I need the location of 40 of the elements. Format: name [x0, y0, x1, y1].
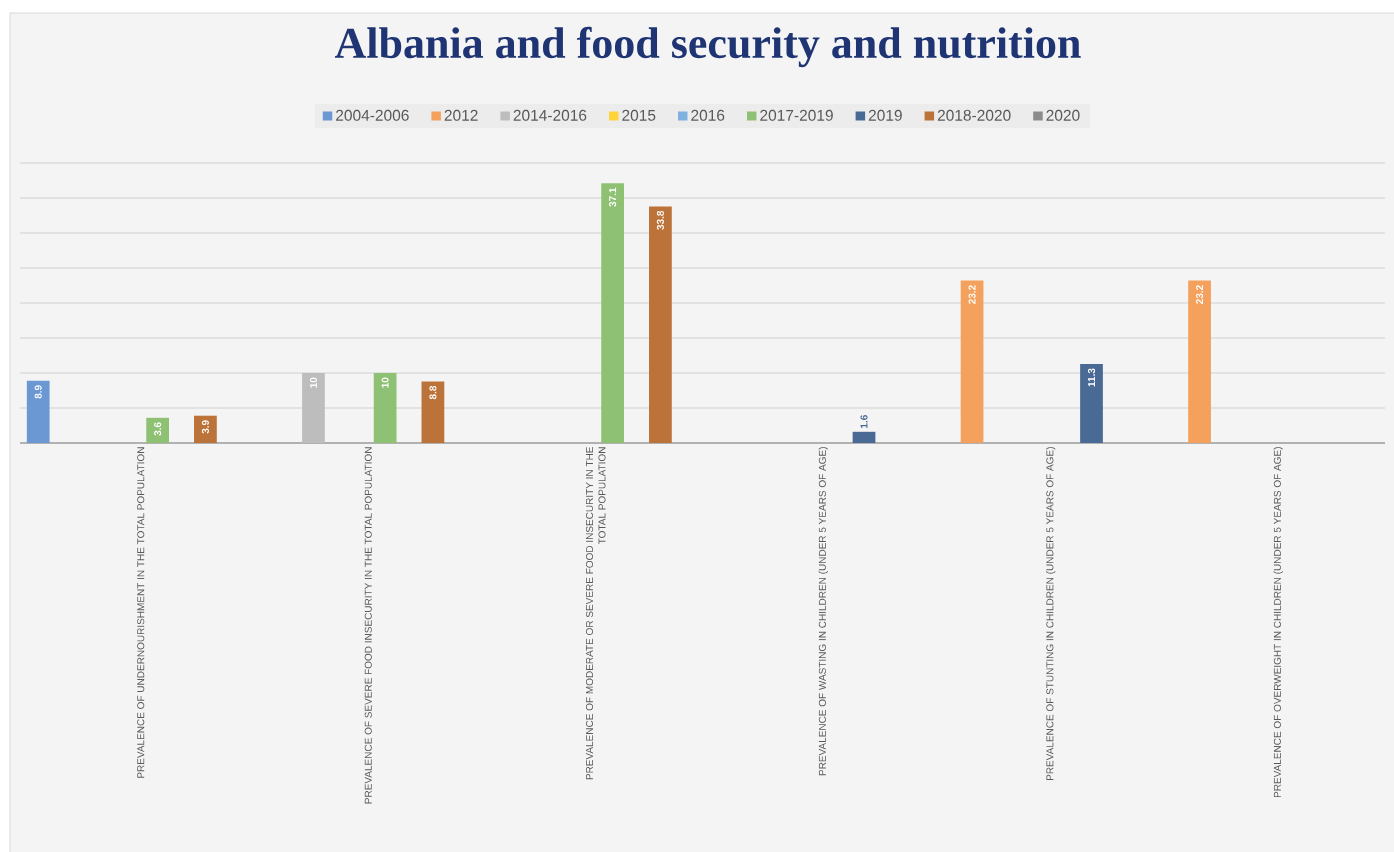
legend-label: 2004-2006 [336, 109, 409, 121]
x-tick-label: PREVALENCE OF STUNTING IN CHILDREN (UNDER 5 YEARS OF AGE) [1046, 447, 1056, 781]
data-label: 8.9 [34, 385, 42, 399]
bar [373, 373, 397, 443]
bar [649, 206, 672, 443]
bar [601, 183, 624, 443]
data-label: 3.6 [154, 422, 162, 436]
legend-label: 2014-2016 [513, 109, 587, 121]
data-label: 8.8 [429, 385, 437, 400]
legend-label: 2017-2019 [760, 109, 833, 121]
bar [852, 431, 876, 443]
legend-label: 2019 [868, 109, 902, 121]
bar [26, 380, 50, 443]
x-tick-label: PREVALENCE OF WASTING IN CHILDREN (UNDER 5 YEARS OF AGE) [818, 447, 828, 776]
bar [146, 417, 170, 443]
data-label: 3.9 [201, 420, 209, 434]
legend-label: 2020 [1046, 109, 1080, 121]
data-label: 10 [309, 377, 318, 388]
x-tick-label: PREVALENCE OF UNDERNOURISHMENT IN THE TOTAL POPULATION [137, 447, 145, 778]
bar [421, 381, 445, 443]
bar [960, 280, 984, 443]
legend-label: 2018-2020 [937, 109, 1011, 121]
bar [1080, 363, 1103, 443]
bar [194, 415, 217, 443]
data-label: 23.2 [1196, 285, 1204, 304]
x-tick-label: PREVALENCE OF MODERATE OR SEVERE FOOD INSECURITY IN THE TOTAL POPULATION [585, 446, 606, 780]
bar [1188, 280, 1211, 443]
data-label: 33.8 [656, 210, 664, 230]
data-label: 37.1 [609, 187, 617, 207]
data-label: 11.3 [1087, 368, 1096, 387]
data-label: 23.2 [968, 285, 976, 304]
bar [302, 373, 325, 443]
data-label: 1.6 [860, 415, 868, 428]
legend-label: 2012 [444, 109, 478, 121]
data-label: 10 [381, 377, 389, 388]
x-tick-label: PREVALENCE OF OVERWEIGHT IN CHILDREN (UNDER 5 YEARS OF AGE) [1273, 447, 1283, 798]
legend-label: 2016 [691, 109, 725, 121]
chart-title: Albania and food security and nutrition [334, 26, 1081, 68]
x-tick-label: PREVALENCE OF SEVERE FOOD INSECURITY IN THE TOTAL POPULATION [364, 447, 372, 804]
legend-label: 2015 [622, 109, 656, 121]
